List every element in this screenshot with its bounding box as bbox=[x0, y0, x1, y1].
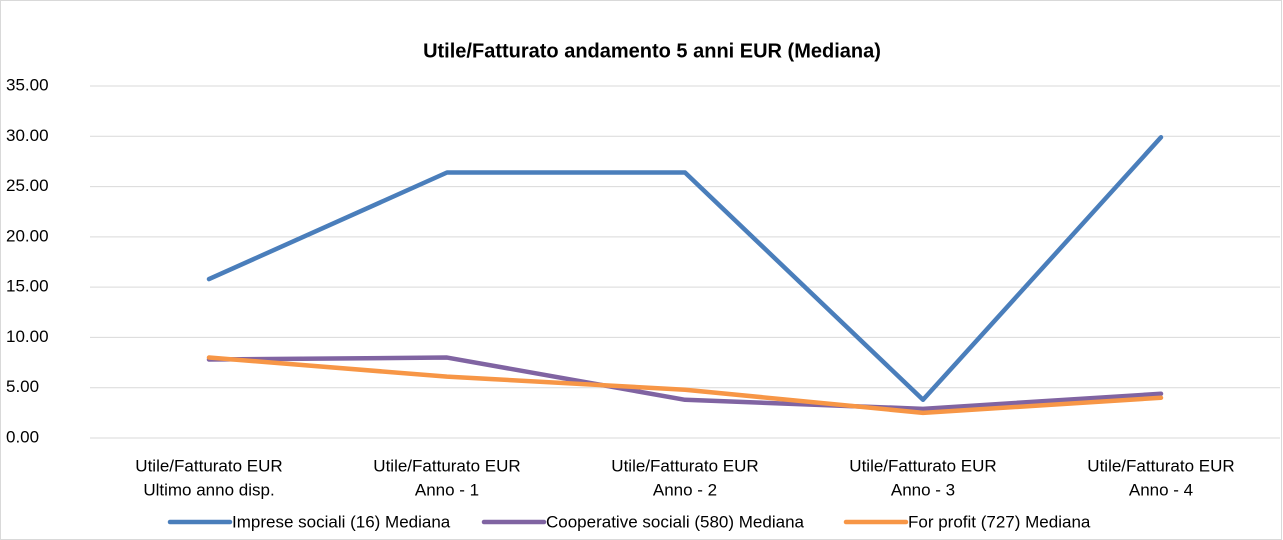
y-tick-label: 35.00 bbox=[6, 75, 49, 94]
x-tick-label: Anno - 3 bbox=[891, 480, 955, 499]
y-tick-label: 15.00 bbox=[6, 277, 49, 296]
x-tick-label: Utile/Fatturato EUR bbox=[135, 456, 282, 475]
series-line bbox=[206, 135, 1164, 403]
y-tick-label: 10.00 bbox=[6, 327, 49, 346]
x-tick-label: Anno - 1 bbox=[415, 480, 479, 499]
x-tick-label: Utile/Fatturato EUR bbox=[1087, 456, 1234, 475]
x-tick-label: Utile/Fatturato EUR bbox=[373, 456, 520, 475]
legend-label: Cooperative sociali (580) Mediana bbox=[546, 512, 805, 531]
x-tick-label: Utile/Fatturato EUR bbox=[849, 456, 996, 475]
x-tick-label: Ultimo anno disp. bbox=[143, 480, 274, 499]
series-line bbox=[206, 355, 1164, 412]
legend-label: Imprese sociali (16) Mediana bbox=[232, 512, 451, 531]
x-tick-label: Anno - 4 bbox=[1129, 480, 1193, 499]
series-line bbox=[206, 355, 1164, 416]
y-tick-label: 0.00 bbox=[6, 427, 39, 446]
legend-label: For profit (727) Mediana bbox=[908, 512, 1091, 531]
chart-title: Utile/Fatturato andamento 5 anni EUR (Me… bbox=[423, 40, 881, 62]
y-tick-label: 20.00 bbox=[6, 226, 49, 245]
x-tick-label: Utile/Fatturato EUR bbox=[611, 456, 758, 475]
x-tick-label: Anno - 2 bbox=[653, 480, 717, 499]
y-tick-label: 5.00 bbox=[6, 377, 39, 396]
y-tick-label: 25.00 bbox=[6, 176, 49, 195]
y-tick-label: 30.00 bbox=[6, 126, 49, 145]
